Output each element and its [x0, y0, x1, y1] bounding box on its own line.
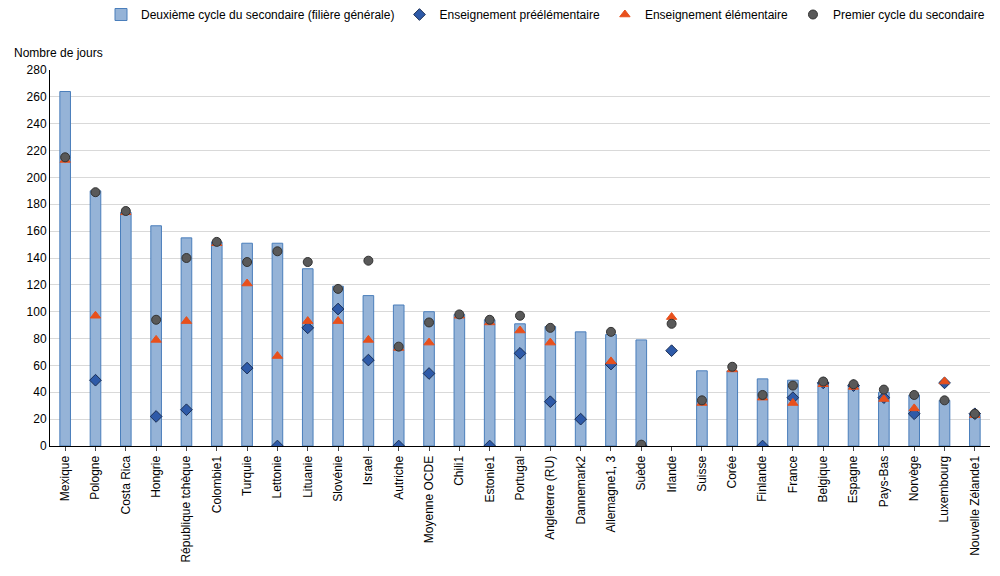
svg-text:Colombie1: Colombie1: [210, 455, 224, 513]
svg-text:20: 20: [33, 412, 47, 426]
svg-text:120: 120: [27, 278, 47, 292]
svg-text:Dannemark2: Dannemark2: [574, 455, 588, 524]
svg-text:260: 260: [27, 90, 47, 104]
svg-text:Pays-Bas: Pays-Bas: [877, 456, 891, 507]
svg-text:0: 0: [40, 439, 47, 453]
svg-text:240: 240: [27, 117, 47, 131]
svg-text:140: 140: [27, 251, 47, 265]
svg-text:Mexique: Mexique: [58, 455, 72, 501]
svg-text:Nouvelle Zélande1: Nouvelle Zélande1: [968, 455, 982, 555]
svg-text:Norvège: Norvège: [907, 455, 921, 501]
svg-text:180: 180: [27, 197, 47, 211]
svg-text:Lettonie: Lettonie: [270, 455, 284, 498]
svg-text:220: 220: [27, 144, 47, 158]
svg-text:Angleterre (RU): Angleterre (RU): [543, 456, 557, 540]
svg-text:France: France: [786, 455, 800, 493]
svg-text:40: 40: [33, 385, 47, 399]
svg-text:Finlande: Finlande: [755, 455, 769, 501]
svg-text:Autriche: Autriche: [392, 455, 406, 499]
svg-text:Pologne: Pologne: [88, 455, 102, 499]
svg-text:Deuxième cycle du secondaire (: Deuxième cycle du secondaire (filière gé…: [141, 8, 394, 22]
svg-text:Hongrie: Hongrie: [149, 455, 163, 497]
svg-text:République tchèque: République tchèque: [179, 455, 193, 562]
svg-text:Costa Rica: Costa Rica: [119, 455, 133, 514]
svg-text:60: 60: [33, 359, 47, 373]
svg-text:Lituanie: Lituanie: [301, 455, 315, 497]
svg-text:Estonie1: Estonie1: [483, 455, 497, 502]
svg-text:Nombre de jours: Nombre de jours: [14, 46, 103, 60]
svg-text:Allemagne1, 3: Allemagne1, 3: [604, 455, 618, 532]
svg-text:Turquie: Turquie: [240, 455, 254, 496]
svg-text:Israel: Israel: [361, 456, 375, 485]
svg-text:Enseignement élémentaire: Enseignement élémentaire: [645, 8, 788, 22]
svg-text:Irlande: Irlande: [665, 455, 679, 492]
svg-text:160: 160: [27, 224, 47, 238]
svg-text:Belgique: Belgique: [816, 455, 830, 502]
svg-text:Enseignement préélémentaire: Enseignement préélémentaire: [439, 8, 599, 22]
svg-text:Slovénie: Slovénie: [331, 455, 345, 501]
svg-text:Espagne: Espagne: [846, 455, 860, 503]
svg-text:Suisse: Suisse: [695, 455, 709, 491]
svg-text:Moyenne OCDE: Moyenne OCDE: [422, 456, 436, 543]
svg-text:Chili1: Chili1: [452, 455, 466, 485]
svg-text:Corée: Corée: [725, 455, 739, 488]
svg-text:Luxembourg: Luxembourg: [937, 456, 951, 523]
svg-text:280: 280: [27, 63, 47, 77]
svg-text:200: 200: [27, 171, 47, 185]
svg-text:Suède: Suède: [634, 455, 648, 490]
svg-text:Premier cycle du secondaire: Premier cycle du secondaire: [833, 8, 985, 22]
svg-text:Portugal: Portugal: [513, 456, 527, 501]
svg-text:80: 80: [33, 332, 47, 346]
svg-text:100: 100: [27, 305, 47, 319]
